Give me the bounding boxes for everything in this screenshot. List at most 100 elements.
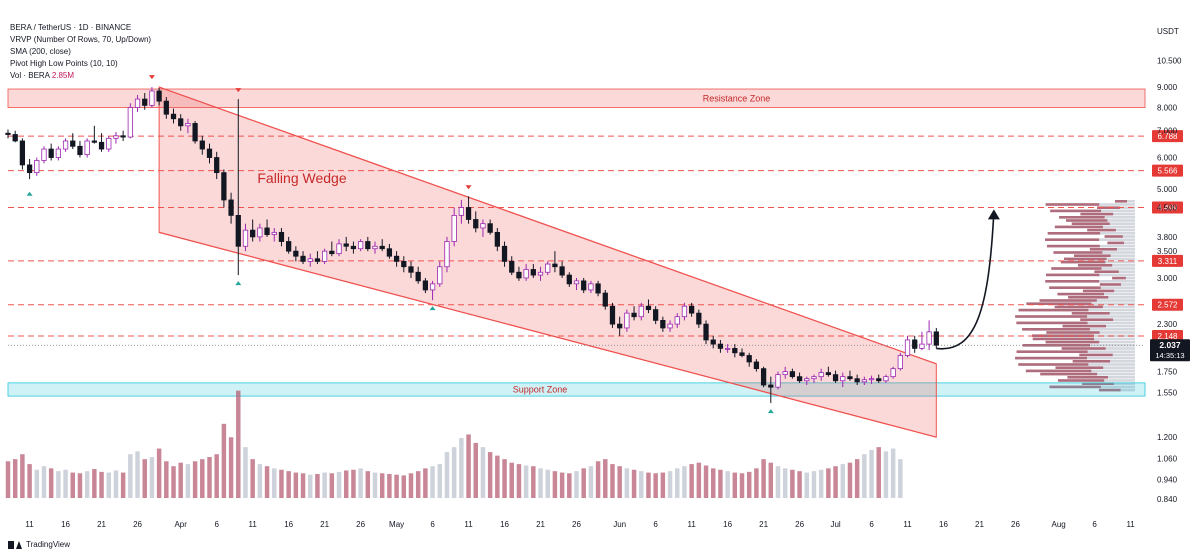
candle-body	[199, 140, 205, 150]
brand-name: TradingView	[26, 540, 71, 549]
volume-profile-bar	[1046, 273, 1100, 277]
volume-profile-bar	[1104, 235, 1123, 238]
tradingview-footer[interactable]: TradingView	[8, 540, 70, 549]
level-tag	[1152, 298, 1183, 311]
volume-bar	[34, 469, 40, 498]
candle-body	[724, 348, 731, 350]
candle-body	[516, 271, 522, 279]
candle-body	[55, 148, 62, 158]
volume-bar	[379, 473, 385, 498]
price-tick-label: 3.000	[1157, 274, 1178, 283]
volume-bar	[48, 468, 54, 498]
volume-profile-bar	[1032, 337, 1095, 341]
price-tick-label: 1.200	[1157, 433, 1178, 442]
indicator-legend: BERA / TetherUS · 1D · BINANCE VRVP (Num…	[10, 22, 151, 82]
candle-body	[581, 280, 587, 291]
volume-profile-bar	[1074, 254, 1111, 257]
candle-body	[62, 140, 69, 150]
volume-profile-bar	[1046, 331, 1100, 334]
candle-body	[5, 132, 11, 135]
candle-body	[350, 245, 357, 250]
candle-body	[250, 229, 256, 238]
candle-body	[257, 227, 263, 238]
volume-bar	[883, 451, 889, 498]
candle-body	[804, 378, 810, 382]
volume-bar	[624, 468, 630, 498]
candle-body	[429, 283, 436, 291]
candle-body	[494, 231, 500, 247]
volume-profile-bar	[1045, 203, 1100, 206]
volume-bar	[243, 447, 248, 498]
candle-body	[300, 255, 306, 262]
volume-bar	[696, 462, 702, 498]
volume-bar	[495, 455, 500, 498]
volume-value: 2.85M	[51, 71, 75, 80]
volume-profile-bar	[1047, 232, 1101, 235]
volume-bar	[459, 437, 464, 498]
volume-bar	[646, 472, 651, 498]
candle-body	[192, 123, 198, 142]
candle-body	[840, 376, 846, 382]
volume-profile-bar	[1080, 212, 1114, 216]
indicator-volume[interactable]: Vol · BERA 2.85M	[10, 70, 151, 82]
candle-body	[206, 148, 213, 158]
volume-bar	[84, 471, 90, 498]
last-price-value: 2.037	[1159, 340, 1181, 350]
price-tick-label: 10.500	[1157, 56, 1182, 65]
candle-body	[34, 160, 40, 174]
volume-profile-bar	[1099, 283, 1121, 286]
candle-body	[91, 140, 97, 143]
time-tick-label: 21	[975, 520, 984, 529]
currency-label[interactable]: USDT	[1157, 27, 1179, 36]
volume-bar	[480, 447, 486, 498]
symbol-title[interactable]: BERA / TetherUS · 1D · BINANCE	[10, 23, 132, 32]
tradingview-logo-icon	[8, 540, 22, 549]
volume-bar	[365, 471, 371, 498]
volume-profile	[1015, 200, 1135, 392]
volume-bar	[797, 471, 802, 498]
volume-label: Vol · BERA	[10, 71, 50, 80]
volume-profile-bar	[1022, 344, 1091, 347]
volume-profile-bar	[1015, 315, 1088, 318]
volume-bar	[898, 459, 903, 498]
candle-body	[170, 113, 177, 120]
horizontal-levels[interactable]: 6.788 5.566 4.499 3.311 2.572 2.1482.03714:35…	[8, 130, 1190, 362]
candle-body	[789, 371, 796, 378]
level-tag-label: 5.566	[1157, 167, 1178, 176]
price-axis[interactable]: 10.500 9.000 8.000 7.000 6.000 5.000 4.500 3.80…	[1157, 56, 1182, 504]
indicator-sma[interactable]: SMA (200, close)	[10, 47, 71, 56]
volume-profile-bar	[1022, 328, 1090, 331]
volume-bar	[300, 473, 306, 498]
volume-bar	[725, 471, 730, 498]
volume-profile-bar	[1061, 347, 1106, 350]
indicator-pivot[interactable]: Pivot High Low Points (10, 10)	[10, 59, 118, 68]
pivot-markers	[26, 75, 774, 414]
candle-body	[631, 312, 637, 318]
volume-bar	[516, 464, 522, 498]
candle-body	[48, 148, 54, 158]
candle-body	[228, 199, 234, 216]
candle-body	[77, 145, 83, 156]
candle-body	[12, 134, 18, 142]
candle-body	[703, 323, 709, 341]
candle-body	[832, 374, 839, 382]
volume-bar	[308, 474, 313, 498]
candle-body	[912, 339, 918, 349]
candle-body	[825, 372, 831, 376]
indicator-vrvp[interactable]: VRVP (Number Of Rows, 70, Up/Down)	[10, 35, 152, 44]
price-tick-label: 7.000	[1157, 127, 1178, 136]
time-tick-label: 26	[133, 520, 142, 529]
volume-bar	[660, 472, 666, 498]
projection-arrow[interactable]	[936, 209, 1000, 350]
volume-bar	[667, 471, 673, 498]
volume-bar	[236, 390, 241, 498]
volume-bar	[372, 472, 378, 498]
time-tick-label: 6	[214, 520, 219, 529]
price-tick-label: 0.940	[1157, 476, 1178, 485]
volume-profile-bar	[1079, 353, 1113, 357]
time-axis[interactable]: 11 16 21 26 Apr 6 11 16 21 26 May 6 11 16 21 26 Jun 6 11 16…	[25, 520, 1135, 529]
volume-bar	[77, 473, 83, 498]
candle-body	[437, 266, 443, 285]
volume-bar	[41, 466, 47, 498]
